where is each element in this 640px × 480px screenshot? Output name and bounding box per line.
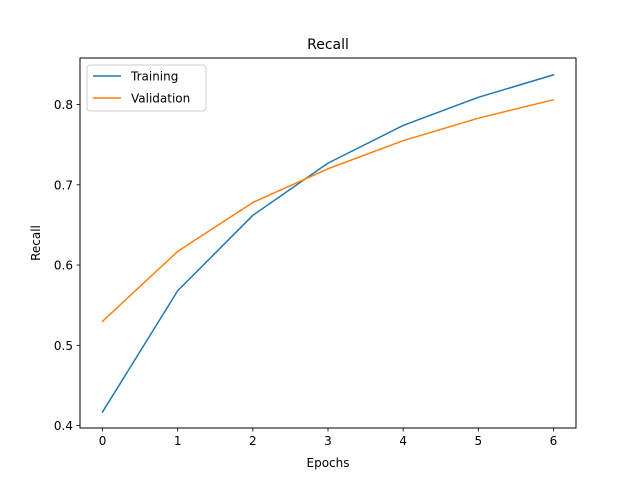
y-tick-label: 0.6 bbox=[54, 259, 73, 273]
x-tick-label: 2 bbox=[249, 434, 257, 448]
series-lines bbox=[101, 73, 555, 413]
series-line-training bbox=[101, 73, 555, 413]
x-tick-label: 1 bbox=[174, 434, 182, 448]
y-tick-label: 0.7 bbox=[54, 178, 73, 192]
legend-label-validation: Validation bbox=[131, 92, 190, 106]
x-tick-label: 0 bbox=[99, 434, 107, 448]
chart-title: Recall bbox=[307, 37, 349, 53]
legend: Training Validation bbox=[86, 64, 207, 112]
x-tick-label: 4 bbox=[399, 434, 407, 448]
y-tick-label: 0.8 bbox=[54, 98, 73, 112]
x-tick-label: 3 bbox=[324, 434, 332, 448]
x-tick-label: 5 bbox=[474, 434, 482, 448]
x-axis-label: Epochs bbox=[307, 456, 350, 470]
y-axis-ticks: 0.4 0.5 0.6 0.7 0.8 bbox=[54, 98, 80, 433]
plot-frame bbox=[79, 57, 577, 429]
legend-label-training: Training bbox=[130, 70, 178, 84]
y-tick-label: 0.4 bbox=[54, 419, 73, 433]
y-axis-label: Recall bbox=[29, 225, 43, 261]
x-tick-label: 6 bbox=[550, 434, 558, 448]
series-line-validation bbox=[101, 98, 555, 323]
y-tick-label: 0.5 bbox=[54, 339, 73, 353]
x-axis-ticks: 0 1 2 3 4 5 6 bbox=[99, 428, 558, 448]
